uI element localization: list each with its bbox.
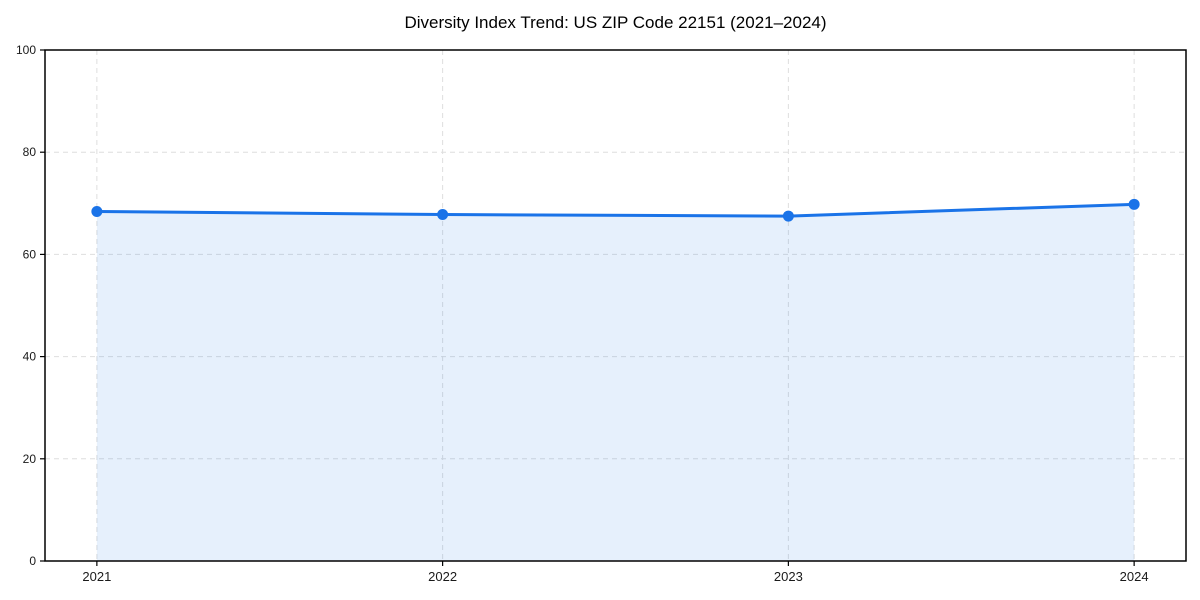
data-point-marker: [782, 210, 794, 222]
x-tick-label: 2022: [428, 569, 457, 584]
data-point-marker: [1128, 198, 1140, 210]
plot-frame: [44, 49, 1187, 562]
chart-title: Diversity Index Trend: US ZIP Code 22151…: [404, 13, 827, 32]
trend-line: [95, 202, 1136, 218]
x-tick-label: 2024: [1120, 569, 1149, 584]
x-tick-label: 2021: [82, 569, 111, 584]
data-point-marker: [437, 209, 449, 221]
y-tick-label: 40: [23, 350, 37, 364]
y-tick-label: 100: [16, 43, 36, 57]
data-point-marker: [91, 205, 103, 217]
y-tick-label: 20: [23, 452, 37, 466]
y-tick-label: 0: [29, 554, 36, 568]
x-tick-label: 2023: [774, 569, 803, 584]
area-fill: [96, 204, 1135, 561]
y-tick-label: 60: [23, 247, 37, 261]
y-tick-label: 80: [23, 145, 37, 159]
